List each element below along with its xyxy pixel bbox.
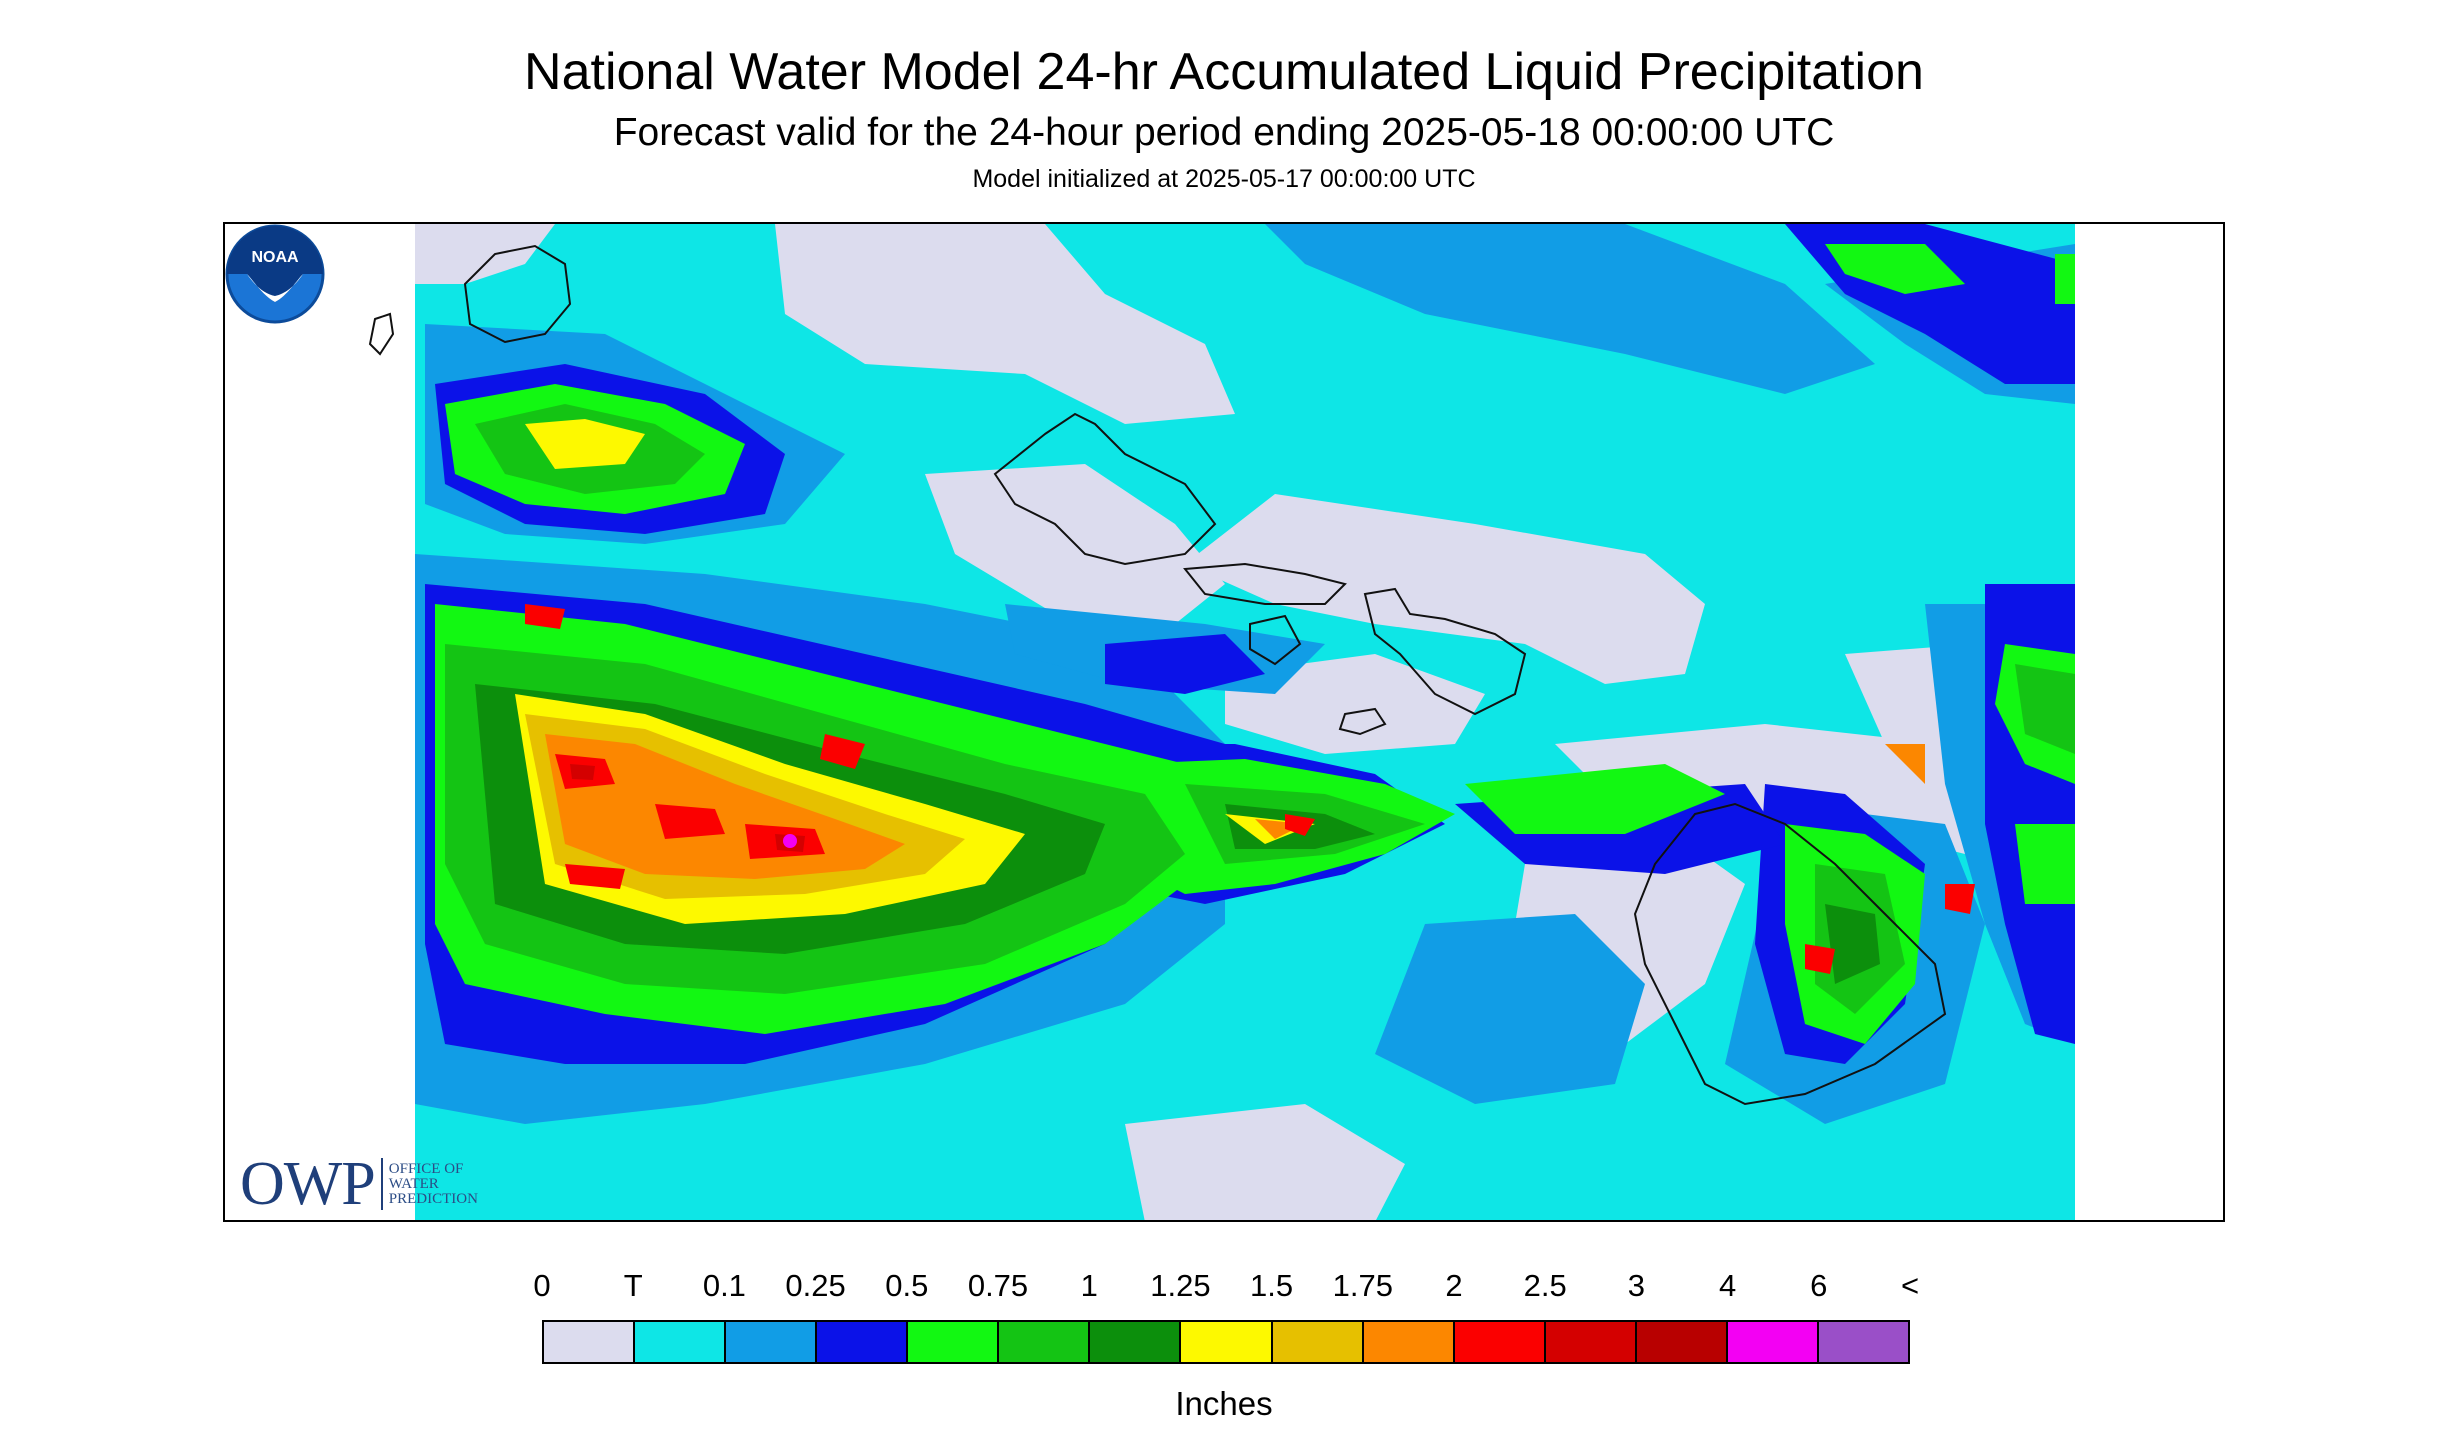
noaa-logo-text: NOAA <box>251 249 299 266</box>
island-outlines <box>368 244 1947 1106</box>
legend-swatch <box>1818 1322 1908 1362</box>
legend-swatch <box>544 1322 636 1362</box>
legend-swatch <box>635 1322 727 1362</box>
legend-label: 4 <box>1718 1268 1737 1303</box>
legend-swatch <box>908 1322 1000 1362</box>
legend-swatch <box>999 1322 1091 1362</box>
legend-label: 2.5 <box>1523 1268 1567 1303</box>
legend-label: 3 <box>1627 1268 1646 1303</box>
legend-swatch <box>817 1322 909 1362</box>
band-6 <box>783 834 797 848</box>
legend-swatch <box>1454 1322 1546 1362</box>
legend-label: 1 <box>1080 1268 1098 1303</box>
legend-label: 6 <box>1810 1268 1828 1303</box>
owp-logo-divider <box>380 1158 383 1210</box>
legend-label: < <box>1900 1268 1920 1303</box>
kauai-outline <box>463 244 572 344</box>
legend-label: 1.25 <box>1150 1268 1211 1303</box>
maui-outline <box>1363 587 1527 716</box>
noaa-logo: NOAA <box>225 224 325 324</box>
owp-logo-subtitle: OFFICE OF WATER PREDICTION <box>388 1160 478 1207</box>
legend-swatch <box>726 1322 818 1362</box>
legend-label: 1.75 <box>1332 1268 1393 1303</box>
legend-label: 0.1 <box>702 1268 746 1303</box>
legend-swatch <box>1090 1322 1182 1362</box>
legend-swatch <box>1272 1322 1364 1362</box>
legend-units: Inches <box>1175 1385 1273 1422</box>
legend-label: 0.75 <box>967 1268 1029 1303</box>
legend-label: T <box>623 1268 643 1303</box>
kahoolawe-outline <box>1338 707 1387 736</box>
legend-colorbar <box>542 1320 1910 1364</box>
map-subtitle: Forecast valid for the 24-hour period en… <box>613 111 1835 154</box>
owp-logo: OWP OFFICE OF WATER PREDICTION <box>240 1150 478 1218</box>
legend-labels: 0 T 0.1 0.25 0.5 0.75 1 1.25 1.5 1.75 2 2.5 3 4 6 < <box>0 1266 2448 1306</box>
hawaii-outline <box>1633 802 1947 1106</box>
model-init-time: Model initialized at 2025-05-17 00:00:00… <box>972 165 1476 193</box>
legend-swatch <box>1181 1322 1273 1362</box>
precipitation-map: OWP OFFICE OF WATER PREDICTION NOAA <box>223 222 2225 1222</box>
legend-label: 0.5 <box>885 1268 929 1303</box>
legend-swatch <box>1545 1322 1637 1362</box>
map-title: National Water Model 24-hr Accumulated L… <box>524 43 1924 101</box>
oahu-outline <box>993 412 1217 566</box>
legend-swatch <box>1636 1322 1728 1362</box>
legend-swatch <box>1363 1322 1455 1362</box>
lanai-outline <box>1249 614 1302 666</box>
legend-label: 1.5 <box>1250 1268 1294 1303</box>
legend-swatch <box>1727 1322 1819 1362</box>
band-2-5 <box>525 604 1975 974</box>
niihau-outline <box>368 312 395 356</box>
molokai-outline <box>1183 562 1347 605</box>
legend-label: 0.25 <box>785 1268 846 1303</box>
owp-logo-letters: OWP <box>240 1149 376 1218</box>
legend-label: 0 <box>533 1268 551 1303</box>
legend-label: 2 <box>1445 1268 1463 1303</box>
